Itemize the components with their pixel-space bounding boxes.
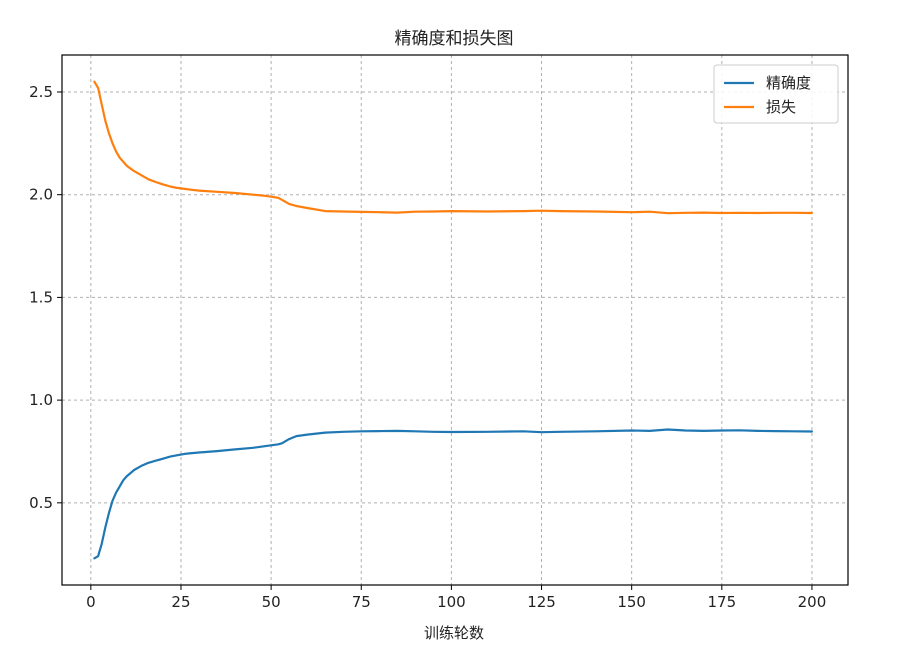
x-axis-label: 训练轮数: [424, 624, 484, 642]
y-tick-label: 2.0: [29, 186, 53, 204]
x-tick-label: 75: [352, 593, 371, 611]
plot-frame: [61, 54, 849, 586]
chart-title: 精确度和损失图: [395, 29, 514, 49]
series-line-loss: [93, 80, 814, 215]
y-tick-label: 0.5: [29, 494, 53, 512]
y-tick-label: 1.0: [29, 391, 53, 409]
series-line-accuracy: [93, 428, 814, 560]
series-layer: [93, 80, 814, 560]
ticks-layer: 0 25 50 75 100 125 150 175 200 0.5 1.0 1.5 2.0 2.5: [29, 83, 826, 611]
legend-box: [713, 64, 839, 124]
x-tick-label: 100: [437, 593, 466, 611]
y-tick-label: 1.5: [29, 288, 53, 306]
x-tick-label: 125: [527, 593, 556, 611]
y-tick-label: 2.5: [29, 83, 53, 101]
x-tick-label: 50: [262, 593, 281, 611]
legend-label: 损失: [766, 98, 796, 116]
legend-label: 精确度: [766, 74, 811, 92]
x-tick-label: 0: [86, 593, 96, 611]
grid-layer: [62, 55, 848, 585]
x-tick-label: 25: [171, 593, 190, 611]
x-tick-label: 150: [617, 593, 646, 611]
x-tick-label: 200: [798, 593, 827, 611]
x-tick-label: 175: [707, 593, 736, 611]
